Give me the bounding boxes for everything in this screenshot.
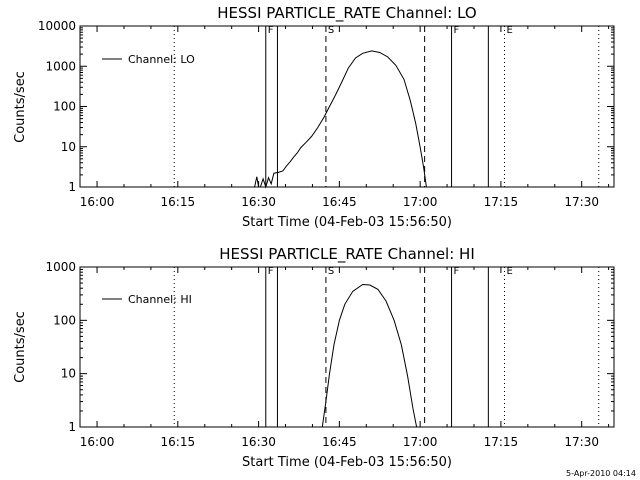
marker-label-lo-6: E [507, 25, 513, 36]
plot-frame-lo [79, 25, 615, 188]
marker-label-hi-0: F [268, 266, 274, 277]
x-axis-label-lo: Start Time (04-Feb-03 15:56:50) [242, 215, 452, 230]
x-tick-label-hi-3: 16:45 [322, 435, 357, 449]
y-tick-label-hi-3: 1000 [45, 260, 76, 274]
x-tick-label-lo-0: 16:00 [80, 195, 115, 209]
chart-title-lo: HESSI PARTICLE_RATE Channel: LO [217, 4, 476, 23]
x-tick-label-hi-2: 16:30 [241, 435, 276, 449]
x-axis-label-hi: Start Time (04-Feb-03 15:56:50) [242, 455, 452, 470]
y-tick-label-lo-3: 1000 [45, 59, 76, 73]
plot-area-hi: F S F E 16:00 16:15 16:30 16:45 17:00 17:15 17:30 1… [45, 260, 614, 449]
footer-timestamp: 5-Apr-2010 04:14 [566, 469, 636, 478]
x-tick-label-hi-5: 17:15 [484, 435, 519, 449]
y-tick-label-lo-1: 10 [61, 140, 76, 154]
y-tick-label-hi-2: 100 [53, 313, 76, 327]
legend-hi: Channel: HI [102, 293, 192, 306]
marker-label-lo-2: S [328, 25, 334, 36]
y-axis-label-lo: Counts/sec [13, 71, 28, 143]
x-tick-label-lo-5: 17:15 [484, 195, 519, 209]
series-line-lo-0 [254, 50, 427, 189]
marker-label-lo-0: F [268, 25, 274, 36]
legend-label-lo: Channel: LO [128, 53, 195, 66]
x-tick-label-lo-3: 16:45 [322, 195, 357, 209]
y-tick-label-hi-0: 1 [68, 420, 76, 434]
marker-label-hi-2: S [328, 266, 334, 277]
x-tick-label-hi-4: 17:00 [403, 435, 438, 449]
x-tick-label-lo-2: 16:30 [241, 195, 276, 209]
y-tick-label-lo-2: 100 [53, 100, 76, 114]
legend-lo: Channel: LO [102, 53, 195, 66]
x-tick-label-lo-4: 17:00 [403, 195, 438, 209]
plot-frame-hi [79, 266, 615, 428]
x-tick-label-lo-6: 17:30 [564, 195, 599, 209]
panel-lo: HESSI PARTICLE_RATE Channel: LO Start Ti… [13, 4, 615, 230]
x-tick-label-hi-1: 16:15 [161, 435, 196, 449]
y-tick-label-lo-4: 10000 [38, 19, 76, 33]
plot-area-lo: F S F E 16:00 16:15 16:30 16:45 17:00 17:15 17:30 1… [38, 19, 614, 209]
series-line-hi-0 [321, 283, 418, 428]
y-axis-label-hi: Counts/sec [13, 311, 28, 383]
y-tick-label-lo-0: 1 [68, 180, 76, 194]
chart-title-hi: HESSI PARTICLE_RATE Channel: HI [219, 245, 475, 264]
x-tick-label-lo-1: 16:15 [161, 195, 196, 209]
marker-label-hi-4: F [454, 266, 460, 277]
y-tick-label-hi-1: 10 [61, 367, 76, 381]
marker-label-hi-6: E [507, 266, 513, 277]
marker-label-lo-4: F [454, 25, 460, 36]
legend-label-hi: Channel: HI [128, 293, 192, 306]
panel-hi: HESSI PARTICLE_RATE Channel: HI Start Ti… [13, 245, 615, 470]
x-tick-label-hi-6: 17:30 [564, 435, 599, 449]
x-tick-label-hi-0: 16:00 [80, 435, 115, 449]
